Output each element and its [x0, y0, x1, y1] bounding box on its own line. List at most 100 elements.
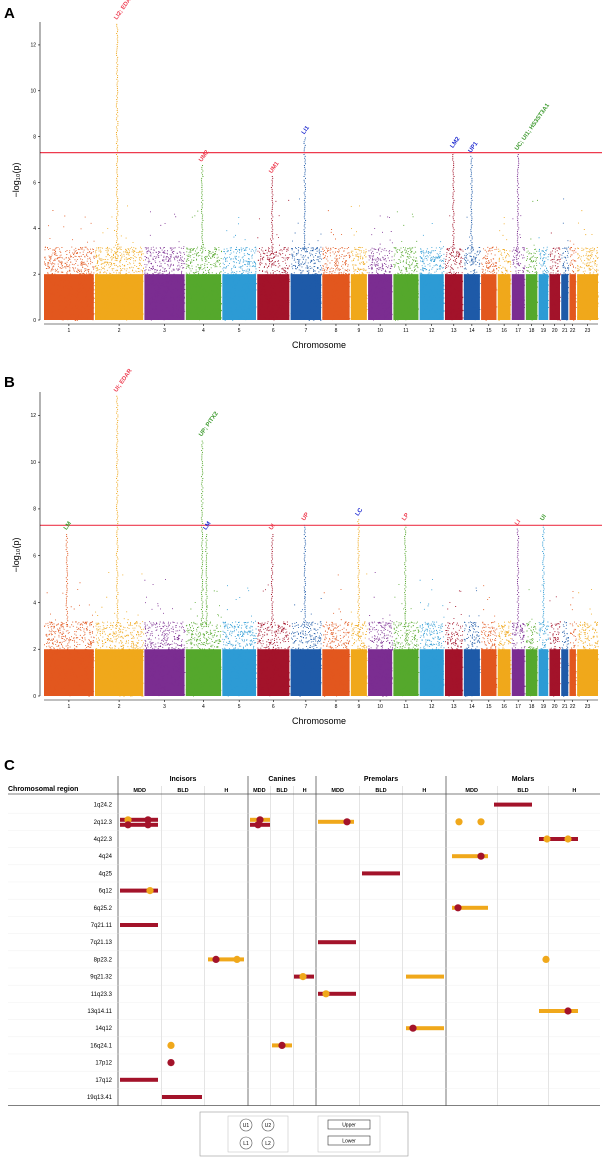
panel-b-y-axis: 0 2 4 6 8 10 12 [30, 392, 41, 700]
panel-c-association-table: Chromosomal region Incisors MDD BLD H Canines… [8, 776, 600, 1157]
chromosome-8-base [322, 649, 350, 696]
chromosome-18-points [525, 199, 539, 321]
x-tick-label: 4 [202, 704, 205, 710]
chromosome-20-base [549, 649, 561, 696]
legend-circle-label: U1 [243, 1123, 250, 1129]
chromosome-5-points [222, 217, 257, 321]
legend-bar [327, 1135, 371, 1146]
peak-label: LM [203, 521, 213, 532]
association-dot [454, 904, 462, 912]
chromosome-6-base [257, 274, 290, 320]
chromosome-20-snps [549, 596, 561, 697]
chromosome-13-snps [444, 590, 464, 697]
region-label: 7q21.13 [90, 940, 112, 946]
x-tick-label: 18 [529, 328, 535, 334]
panel-a-letter: A [4, 5, 15, 22]
panel-c-headers: Chromosomal region Incisors MDD BLD H Canines… [8, 776, 576, 794]
peak-label: LM2 [450, 136, 462, 150]
x-tick-label: 22 [570, 704, 576, 710]
y-tick-label: 10 [30, 460, 36, 466]
x-tick-label: 1 [68, 328, 71, 334]
chromosome-12-points [419, 579, 445, 697]
x-tick-label: 21 [562, 328, 568, 334]
x-tick-label: 21 [562, 704, 568, 710]
chromosome-14-points [463, 155, 481, 321]
x-tick-label: 1 [68, 704, 71, 710]
panel-a-x-axis: 1 2 3 4 5 6 7 8 9 10 11 12 13 14 15 16 17 18 19 20 21 22 23 [44, 323, 598, 334]
panel-b-x-axis: 1 2 3 4 5 6 7 8 9 10 11 12 13 14 15 16 17 18 19 20 21 22 23 [44, 699, 598, 710]
chromosome-14-points [463, 587, 481, 697]
peak-label: LM [63, 521, 73, 532]
chromosome-5-points [222, 585, 257, 697]
chromosome-15-points [481, 246, 498, 321]
chromosome-13-points [444, 590, 464, 697]
chromosome-21-base [561, 649, 569, 696]
chromosome-16-base [497, 274, 511, 320]
x-tick-label: 8 [335, 704, 338, 710]
chromosome-6-base [257, 649, 290, 696]
chromosome-11-snps [393, 583, 420, 697]
association-dot [167, 1059, 175, 1067]
legend-circle-label: U2 [265, 1123, 272, 1129]
region-label: 17q12 [95, 1078, 112, 1084]
x-tick-label: 19 [541, 328, 547, 334]
y-tick-label: 6 [33, 180, 36, 186]
association-dot [543, 835, 551, 843]
x-tick-label: 2 [118, 704, 121, 710]
y-tick-label: 6 [33, 553, 36, 559]
chromosome-19-base [538, 649, 549, 696]
association-bar [539, 1009, 578, 1013]
peak-streak [200, 165, 204, 253]
chromosome-18-snps [525, 589, 539, 697]
x-tick-label: 16 [501, 328, 507, 334]
region-label: 6q12 [99, 889, 113, 895]
legend-circle [261, 1136, 275, 1150]
x-tick-label: 12 [429, 328, 435, 334]
y-tick-label: 8 [33, 507, 36, 513]
peak-label: UP1 [468, 141, 480, 155]
chromosome-10-base [368, 649, 393, 696]
chromosome-22-snps [569, 240, 577, 321]
region-label: 16q24.1 [90, 1043, 112, 1049]
group-header: Premolars [364, 776, 398, 783]
chromosome-20-snps [549, 232, 561, 321]
association-bar [120, 888, 158, 893]
peak-streak [303, 137, 307, 253]
association-dot [564, 835, 572, 843]
legend-circles-box [227, 1115, 289, 1153]
chromosome-1-snps [44, 582, 95, 697]
region-label: 11q23.3 [91, 992, 113, 998]
chromosome-4-points [185, 165, 222, 321]
sub-header: H [572, 788, 576, 794]
x-tick-label: 15 [486, 328, 492, 334]
chromosome-8-points [322, 574, 351, 697]
region-label: 13q14.11 [87, 1009, 112, 1015]
association-bar [208, 957, 244, 962]
chromosome-2-points [95, 23, 145, 321]
legend-circle-label: L1 [243, 1141, 249, 1147]
association-dot [254, 821, 262, 829]
region-label: 2q12.3 [94, 820, 113, 826]
panel-b-peak-labels: LM UI; EDAR UP; PITX2 LM UI UP LC LP LI UI [63, 368, 548, 532]
x-tick-label: 9 [357, 704, 360, 710]
chromosome-14-base [463, 274, 480, 320]
x-tick-label: 7 [304, 704, 307, 710]
x-tick-label: 15 [486, 704, 492, 710]
chromosome-23-points [577, 589, 599, 697]
peak-label: LI [514, 519, 522, 527]
association-bar [494, 802, 532, 807]
chromosome-10-snps [368, 215, 393, 321]
legend-circle [261, 1118, 275, 1132]
peak-streak [115, 23, 119, 253]
x-tick-label: 7 [304, 328, 307, 334]
x-tick-label: 19 [541, 704, 547, 710]
chromosome-9-points [350, 519, 368, 697]
sub-header: BLD [375, 788, 386, 794]
x-tick-label: 16 [501, 704, 507, 710]
sub-header: MDD [465, 788, 478, 794]
peak-label: UM1 [268, 160, 281, 174]
peak-label: LI2; EDAR [113, 0, 135, 21]
chromosome-11-points [393, 211, 420, 321]
chromosome-19-points [538, 524, 550, 696]
chromosome-16-points [497, 620, 512, 696]
